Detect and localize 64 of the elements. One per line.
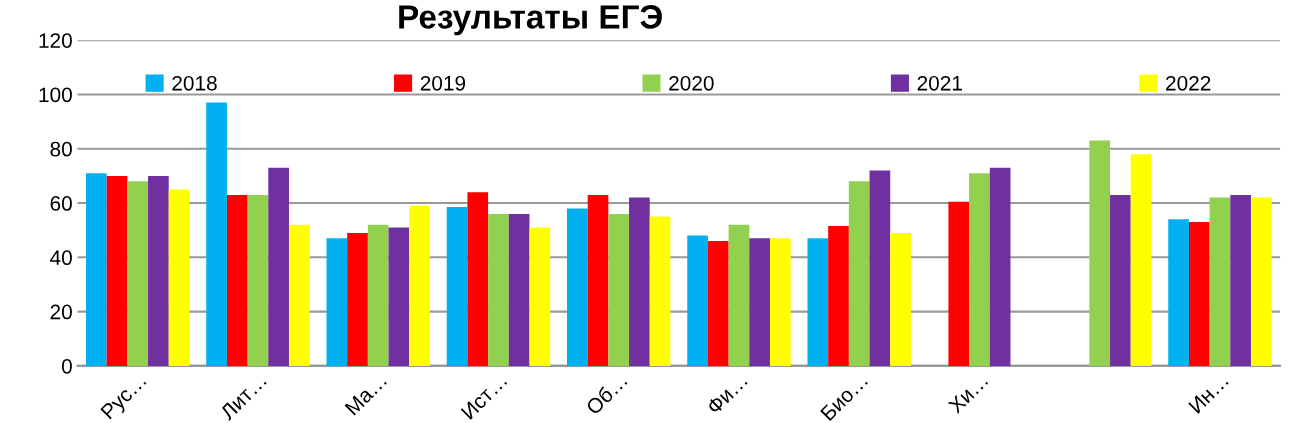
bar (1209, 197, 1231, 366)
bar (127, 181, 149, 366)
bar (467, 192, 489, 366)
legend-label: 2020 (669, 75, 714, 91)
bar (1250, 197, 1272, 366)
legend-label: 2021 (917, 75, 962, 91)
bar (508, 213, 530, 366)
x-tick-label: Об… (584, 372, 628, 416)
x-tick-label: Ма… (344, 373, 388, 416)
bar (206, 102, 227, 366)
x-tick-label: Ин… (1188, 373, 1229, 414)
y-tick-label: 80 (50, 141, 72, 157)
bar (749, 238, 770, 366)
y-tick-label: 120 (39, 33, 72, 48)
bar (1110, 194, 1131, 366)
y-tick-label: 60 (50, 196, 72, 211)
y-tick-label: 0 (61, 358, 72, 374)
legend-label: 2022 (1166, 75, 1211, 91)
bar (989, 167, 1011, 366)
x-tick-label: Фи… (706, 373, 748, 415)
bar (807, 238, 829, 366)
legend-label: 2019 (420, 75, 466, 91)
bar (488, 213, 509, 366)
bar (890, 232, 911, 366)
bar (148, 175, 169, 366)
bar (226, 194, 248, 366)
bar (388, 227, 410, 366)
bar (367, 224, 389, 366)
bar (409, 205, 430, 366)
bar (687, 235, 708, 366)
bar (446, 207, 468, 366)
bar (608, 213, 630, 366)
bar (326, 238, 348, 366)
bar (1188, 222, 1210, 366)
bar (106, 175, 128, 366)
bar (566, 208, 588, 366)
bar (828, 226, 849, 366)
bar (769, 238, 791, 366)
bar (948, 201, 970, 366)
bar (347, 232, 368, 366)
bar (1130, 154, 1152, 366)
bar (86, 173, 107, 366)
bar (629, 197, 650, 366)
bar (649, 216, 671, 366)
chart-title: Результаты ЕГЭ (399, 5, 662, 36)
y-tick-label: 100 (39, 87, 72, 103)
bar (728, 224, 750, 366)
bar (869, 170, 891, 366)
bar (587, 194, 609, 366)
bar (529, 227, 551, 366)
bar (848, 181, 870, 366)
bar (1168, 219, 1189, 366)
y-tick-label: 40 (50, 250, 72, 266)
bar (707, 241, 729, 366)
legend-label: 2018 (172, 75, 217, 91)
y-tick-label: 20 (50, 304, 72, 320)
bar (1089, 140, 1111, 366)
bar (288, 224, 310, 366)
x-tick-label: Хи… (947, 373, 989, 414)
bar (1230, 194, 1251, 366)
bar (247, 194, 269, 366)
bar (268, 167, 289, 366)
bar (168, 189, 190, 366)
bar (969, 173, 990, 366)
